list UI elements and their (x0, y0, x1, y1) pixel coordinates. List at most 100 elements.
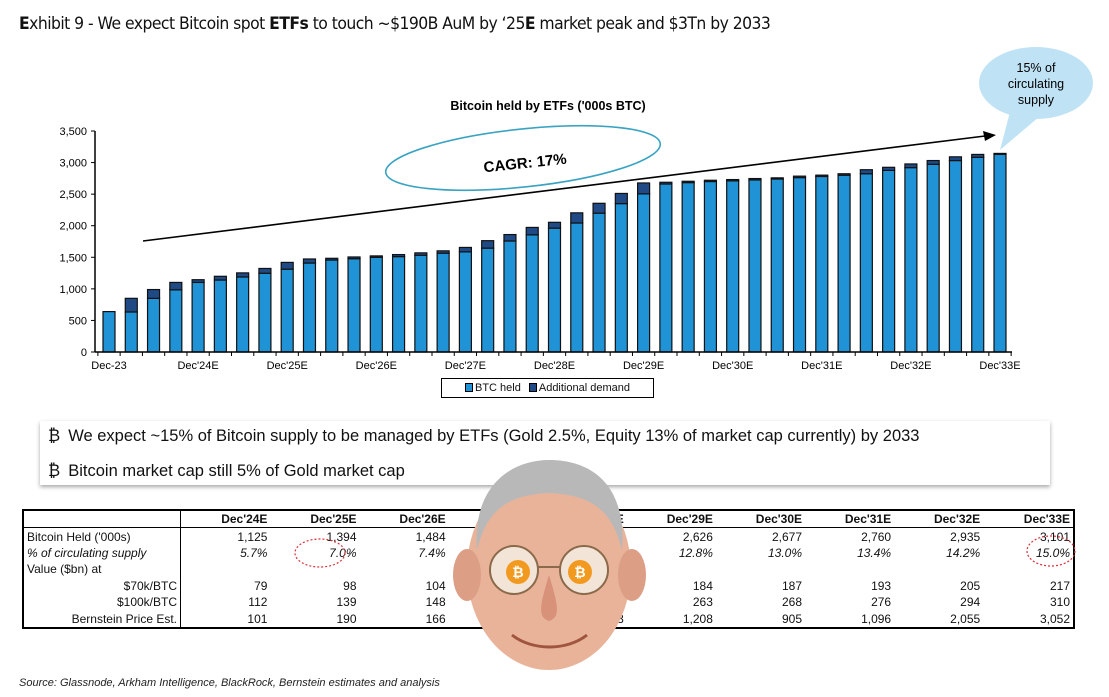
legend-label: BTC held (475, 382, 521, 394)
table-cell: 104 (425, 578, 446, 593)
bar-additional-demand (770, 177, 784, 180)
bar-btc-held (458, 251, 472, 353)
row-label: $100k/BTC (23, 593, 181, 611)
legend-label: Additional demand (538, 382, 630, 394)
bar-additional-demand (458, 246, 472, 253)
exhibit-title: Exhibit 9 - We expect Bitcoin spot ETFs … (19, 14, 771, 34)
table-cell: 2,935 (950, 529, 981, 544)
table-cell: 112 (248, 595, 268, 610)
bar-btc-held (614, 203, 628, 353)
bar-btc-held (302, 262, 317, 353)
bar-btc-held (948, 159, 963, 353)
bar-additional-demand (636, 182, 651, 195)
bar-additional-demand (592, 202, 606, 214)
row-label: Value ($bn) at (23, 561, 181, 578)
y-tick-label: 1,000 (59, 284, 87, 296)
bar-additional-demand (837, 173, 851, 176)
table-cell: 139 (336, 595, 357, 610)
etf-bitcoin-chart: Bitcoin held by ETFs ('000s BTC) 0 500 1,0… (59, 47, 1093, 372)
table-cell: 263 (692, 595, 713, 610)
table-cell (894, 561, 983, 577)
bar-additional-demand (904, 163, 918, 169)
table-row: Bernstein Price Est.1011901662285231,208… (23, 610, 1074, 628)
bar-additional-demand (436, 250, 450, 254)
bar-btc-held (347, 258, 361, 353)
table-cell (805, 561, 894, 577)
bar-additional-demand (659, 181, 673, 185)
x-tick-label: Dec'27E (445, 360, 486, 372)
table-cell: 15.0% (1035, 545, 1070, 560)
source-note: Source: Glassnode, Arkham Intelligence, … (19, 677, 440, 689)
table-cell: 1,394 (326, 529, 357, 544)
bar-btc-held (681, 181, 695, 353)
table-cell: 193 (871, 578, 892, 593)
bar-additional-demand (258, 267, 272, 274)
table-cell: 1,208 (682, 611, 713, 626)
x-tick-label: Dec'25E (267, 360, 308, 372)
row-label: Bernstein Price Est. (23, 610, 181, 628)
x-tick-label: Dec'30E (712, 360, 753, 372)
bar-btc-held (882, 169, 896, 353)
bar-additional-demand (547, 221, 562, 229)
x-tick-label: Dec'28E (534, 360, 575, 372)
key-point: ₿ We expect ~15% of Bitcoin supply to be … (48, 427, 919, 446)
y-tick-label: 3,000 (59, 158, 87, 170)
table-cell: 7.0% (329, 545, 357, 560)
bar-btc-held (770, 178, 784, 353)
y-tick-label: 3,500 (59, 126, 87, 138)
bar-btc-held (503, 240, 517, 353)
column-header: Dec'33E (983, 510, 1074, 529)
table-cell: 13.0% (767, 545, 802, 560)
bar-btc-held (391, 255, 406, 353)
column-header: Dec'29E (626, 510, 716, 529)
bar-additional-demand (948, 156, 963, 162)
bar-btc-held (146, 297, 161, 353)
bar-btc-held (570, 222, 584, 353)
title-segment: xhibit 9 - We expect Bitcoin spot (29, 14, 270, 34)
chart-legend: BTC held Additional demand (441, 378, 654, 398)
x-tick-label: Dec-23 (91, 360, 126, 372)
table-cell (983, 561, 1074, 577)
bar-btc-held (815, 175, 829, 353)
svg-text:₿: ₿ (574, 565, 585, 581)
bar-additional-demand (369, 255, 383, 258)
table-cell: 13.4% (857, 545, 892, 560)
trend-arrow (142, 135, 986, 242)
bar-additional-demand (391, 253, 406, 258)
arrow-head-icon (983, 131, 996, 141)
key-point-text: We expect ~15% of Bitcoin supply to be m… (68, 427, 920, 445)
row-label: Bitcoin Held ('000s) (23, 527, 181, 545)
bar-additional-demand (146, 288, 161, 299)
table-cell: 2,626 (682, 529, 713, 544)
table-cell (181, 561, 271, 577)
bitcoin-icon: ₿ (48, 427, 61, 445)
bar-btc-held (659, 183, 673, 353)
bar-btc-held (837, 174, 851, 353)
bubble-tail (1000, 112, 1040, 150)
bar-additional-demand (169, 281, 183, 291)
bar-additional-demand (236, 272, 250, 278)
x-tick-label: Dec'32E (890, 360, 931, 372)
bar-additional-demand (347, 256, 361, 260)
table-cell: 1,125 (237, 529, 268, 544)
column-header: Dec'25E (270, 510, 360, 529)
bar-btc-held (726, 180, 740, 353)
table-cell: 187 (781, 578, 802, 593)
bar-additional-demand (926, 159, 940, 165)
bar-btc-held (993, 153, 1007, 353)
table-cell: 14.2% (946, 545, 981, 560)
table-cell (716, 561, 805, 577)
bar-additional-demand (481, 240, 495, 249)
bar-btc-held (592, 212, 606, 353)
bar-additional-demand (748, 177, 762, 181)
y-tick-label: 0 (81, 347, 87, 359)
bar-btc-held (169, 289, 183, 353)
x-tick-label: Dec'26E (356, 360, 397, 372)
table-row: Value ($bn) at (23, 561, 1074, 578)
bar-btc-held (636, 193, 651, 353)
y-tick-label: 500 (69, 315, 87, 327)
bar-btc-held (481, 247, 495, 353)
bar-additional-demand (325, 257, 339, 261)
bar-additional-demand (882, 166, 896, 172)
